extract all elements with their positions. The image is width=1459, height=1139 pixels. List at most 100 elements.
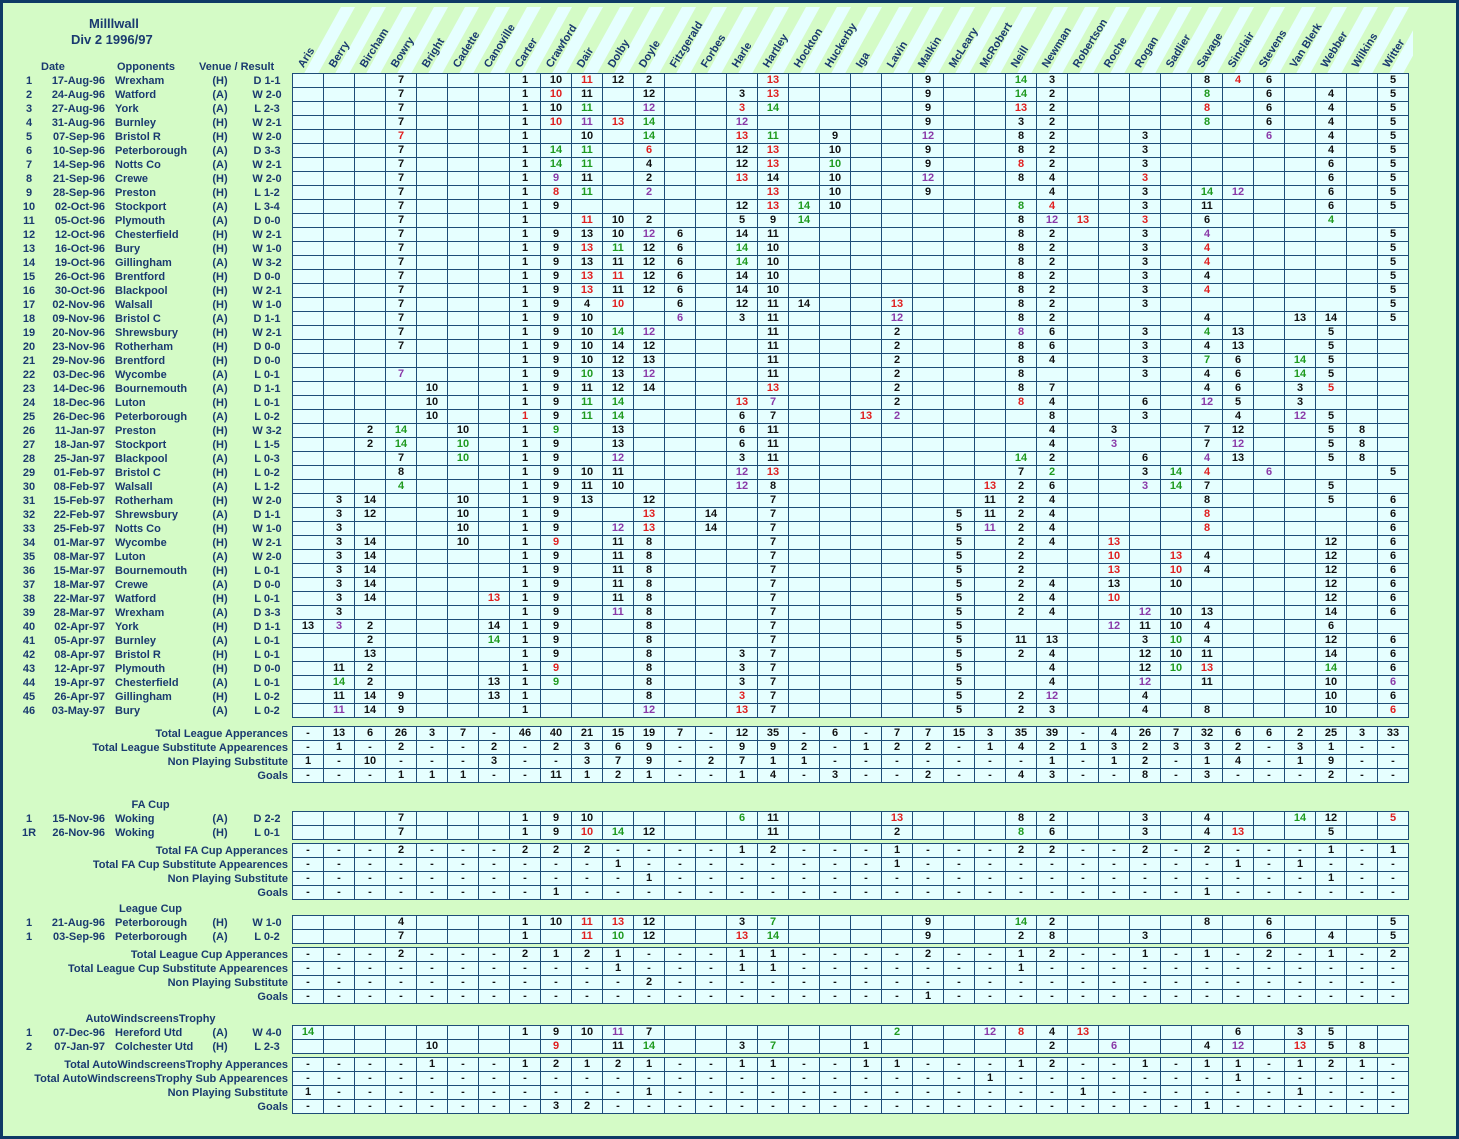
player-cell xyxy=(664,101,696,116)
player-cell: 12 xyxy=(1315,535,1347,550)
player-cell: 1 xyxy=(726,961,758,976)
player-cell xyxy=(447,811,479,826)
player-cell xyxy=(292,199,324,214)
player-cell xyxy=(323,185,355,200)
player-cell: 12 xyxy=(912,171,944,186)
player-cell: - xyxy=(1315,885,1347,900)
player-cell: 7 xyxy=(757,521,789,536)
player-cell: 1 xyxy=(509,521,541,536)
player-cell: - xyxy=(323,768,355,783)
player-cell xyxy=(881,255,913,270)
player-cell: 9 xyxy=(540,409,572,424)
match-venue: (A) xyxy=(212,551,228,563)
player-cell: 7 xyxy=(881,726,913,741)
player-cell: 12 xyxy=(633,241,665,256)
player-cell xyxy=(354,325,386,340)
player-cell: - xyxy=(726,871,758,886)
match-date: 08-Mar-97 xyxy=(53,551,105,563)
opponent-name: Rotherham xyxy=(115,495,174,507)
player-cell xyxy=(819,269,851,284)
player-cell xyxy=(974,297,1006,312)
player-cell: 12 xyxy=(633,367,665,382)
player-cell: - xyxy=(447,1071,479,1086)
player-cell: - xyxy=(757,1085,789,1100)
player-cell: 14 xyxy=(540,143,572,158)
match-row: 7 1 9 10 13 12 11 2 8 3 4 6 14 5 xyxy=(292,367,1409,382)
match-info: 26 11-Jan-97 Preston (H) W 3-2 xyxy=(3,424,293,438)
player-cell: 3 xyxy=(323,493,355,508)
player-cell xyxy=(447,605,479,620)
player-cell xyxy=(1222,297,1254,312)
player-cell: 9 xyxy=(540,675,572,690)
player-cell: - xyxy=(416,1085,448,1100)
match-number: 19 xyxy=(22,327,36,339)
player-cell xyxy=(416,689,448,704)
match-number: 2 xyxy=(25,1041,33,1053)
match-date: 20-Nov-96 xyxy=(52,327,105,339)
player-cell: - xyxy=(664,857,696,872)
player-cell xyxy=(1222,619,1254,634)
player-cell xyxy=(1346,87,1378,102)
match-result: D 0-0 xyxy=(253,663,281,675)
player-cell xyxy=(354,825,386,840)
player-cell xyxy=(478,143,510,158)
player-cell: - xyxy=(416,975,448,990)
player-cell: 4 xyxy=(1191,227,1223,242)
player-cell: 7 xyxy=(757,395,789,410)
player-cell xyxy=(912,577,944,592)
player-cell: 14 xyxy=(757,929,789,944)
player-cell xyxy=(1346,269,1378,284)
player-cell: 2 xyxy=(1377,947,1409,962)
player-cell: - xyxy=(757,857,789,872)
player-cell: - xyxy=(1377,768,1409,783)
player-cell xyxy=(478,535,510,550)
player-cell xyxy=(726,535,758,550)
match-result: D 3-3 xyxy=(253,145,281,157)
match-venue: (A) xyxy=(212,369,228,381)
player-cell xyxy=(819,633,851,648)
player-cell xyxy=(943,493,975,508)
player-cell: - xyxy=(757,885,789,900)
player-cell xyxy=(447,297,479,312)
match-date: 10-Sep-96 xyxy=(53,145,105,157)
player-cell: 13 xyxy=(478,689,510,704)
match-date: 02-Oct-96 xyxy=(54,201,105,213)
player-cell xyxy=(354,395,386,410)
player-cell: - xyxy=(850,857,882,872)
player-cell: - xyxy=(881,885,913,900)
match-number: 30 xyxy=(22,481,36,493)
match-info: 24 18-Dec-96 Luton (H) L 0-1 xyxy=(3,396,293,410)
player-cell: 6 xyxy=(1377,591,1409,606)
player-cell xyxy=(788,703,820,718)
player-cell xyxy=(1346,255,1378,270)
player-cell xyxy=(695,437,727,452)
player-cell: - xyxy=(292,768,324,783)
header-stripe xyxy=(642,7,696,79)
player-cell: 2 xyxy=(633,171,665,186)
player-cell: - xyxy=(1129,871,1161,886)
player-cell xyxy=(1098,297,1130,312)
player-cell: 9 xyxy=(540,381,572,396)
player-cell xyxy=(323,171,355,186)
player-cell xyxy=(1098,915,1130,930)
player-cell: 4 xyxy=(1036,591,1068,606)
player-cell xyxy=(695,185,727,200)
player-cell xyxy=(943,143,975,158)
player-cell xyxy=(881,493,913,508)
player-cell xyxy=(1098,521,1130,536)
match-result: W 2-1 xyxy=(252,537,282,549)
match-result: W 1-0 xyxy=(252,299,282,311)
player-cell xyxy=(788,1025,820,1040)
player-cell: 5 xyxy=(943,619,975,634)
player-cell xyxy=(819,689,851,704)
player-cell: 7 xyxy=(385,73,417,88)
player-cell xyxy=(602,703,634,718)
player-cell: - xyxy=(354,1085,386,1100)
player-cell: - xyxy=(385,989,417,1004)
player-cell xyxy=(478,213,510,228)
player-cell xyxy=(478,311,510,326)
player-cell: 3 xyxy=(1098,740,1130,755)
player-cell: 5 xyxy=(1315,381,1347,396)
match-result: W 2-1 xyxy=(252,117,282,129)
opponent-name: Bournemouth xyxy=(115,383,188,395)
